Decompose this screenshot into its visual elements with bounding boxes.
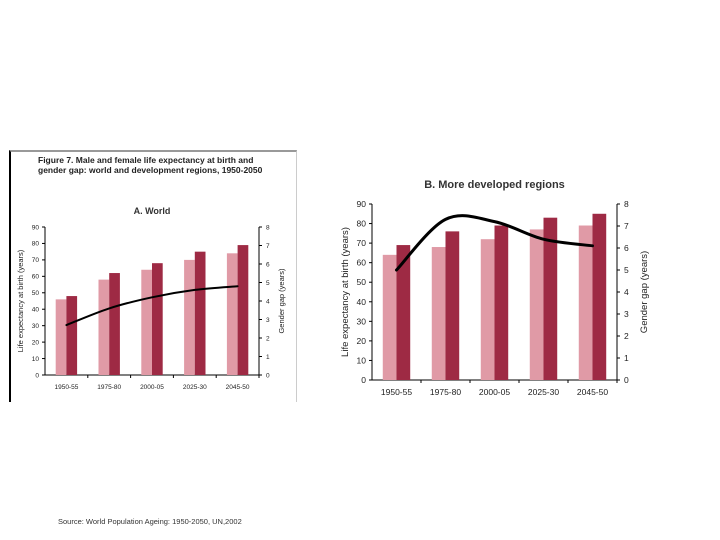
y2-axis-label: Gender gap (years) — [277, 268, 286, 334]
x-tick-label: 2025-30 — [183, 384, 207, 391]
bar-male — [592, 213, 607, 380]
bar-female — [184, 259, 195, 375]
bar-male — [237, 245, 249, 375]
y2-tick-label: 1 — [624, 353, 629, 363]
y2-tick-label: 3 — [624, 309, 629, 319]
x-tick-label: 2025-30 — [528, 387, 559, 397]
bar-male — [543, 217, 558, 380]
figure-title: Figure 7. Male and female life expectanc… — [38, 155, 288, 175]
y2-tick-label: 2 — [624, 331, 629, 341]
x-tick-label: 1975-80 — [430, 387, 461, 397]
y-tick-label: 60 — [32, 274, 40, 281]
y2-tick-label: 3 — [266, 317, 270, 324]
bar-female — [529, 229, 544, 380]
y-tick-label: 60 — [357, 258, 367, 268]
y2-tick-label: 0 — [266, 372, 270, 379]
y-tick-label: 10 — [32, 356, 40, 363]
bar-male — [66, 296, 78, 375]
gender-gap-line — [65, 285, 239, 327]
x-tick-label: 2000-05 — [140, 384, 164, 391]
y-tick-label: 50 — [32, 290, 40, 297]
y-tick-label: 10 — [357, 355, 367, 365]
bar-male — [109, 273, 120, 375]
y-axis-label: Life expectancy at birth (years) — [340, 227, 351, 357]
bar-female — [382, 254, 397, 380]
y-tick-label: 90 — [357, 199, 367, 209]
x-tick-label: 2000-05 — [479, 387, 510, 397]
gender-gap-line — [395, 214, 594, 272]
x-tick-label: 1975-80 — [97, 384, 121, 391]
x-tick-label: 1950-55 — [54, 384, 78, 391]
y2-tick-label: 7 — [624, 221, 629, 231]
y2-tick-label: 1 — [266, 354, 270, 361]
y-axis-label: Life expectancy at birth (years) — [16, 249, 25, 352]
y-tick-label: 0 — [361, 375, 366, 385]
y-tick-label: 90 — [32, 224, 40, 231]
y-tick-label: 0 — [35, 372, 39, 379]
x-tick-label: 2045-50 — [577, 387, 608, 397]
bar-male — [152, 263, 163, 375]
y-tick-label: 30 — [32, 323, 40, 330]
source-note: Source: World Population Ageing: 1950-20… — [58, 517, 242, 526]
y2-tick-label: 4 — [624, 287, 629, 297]
y-tick-label: 20 — [32, 339, 40, 346]
y2-tick-label: 8 — [266, 224, 270, 231]
bar-male — [494, 225, 509, 380]
y-tick-label: 50 — [357, 277, 367, 287]
y2-tick-label: 4 — [266, 298, 270, 305]
y2-axis-label: Gender gap (years) — [639, 251, 650, 333]
bar-female — [55, 299, 67, 375]
y2-tick-label: 5 — [624, 265, 629, 275]
bar-female — [141, 269, 152, 375]
x-tick-label: 2045-50 — [226, 384, 250, 391]
figure-title-line-2: gender gap: world and development region… — [38, 165, 263, 175]
y2-tick-label: 6 — [624, 243, 629, 253]
y-tick-label: 70 — [32, 257, 40, 264]
y2-tick-label: 8 — [624, 199, 629, 209]
bar-female — [226, 253, 238, 375]
chart-title: A. World — [134, 206, 171, 216]
y-tick-label: 80 — [357, 219, 367, 229]
bar-male — [194, 251, 206, 375]
y2-tick-label: 5 — [266, 280, 270, 287]
bar-female — [98, 279, 110, 375]
bar-male — [396, 245, 411, 380]
chart-title: B. More developed regions — [424, 179, 565, 191]
y-tick-label: 20 — [357, 336, 367, 346]
bar-female — [431, 247, 446, 380]
bar-female — [480, 239, 495, 380]
bar-female — [578, 225, 593, 380]
y-tick-label: 40 — [32, 306, 40, 313]
x-tick-label: 1950-55 — [381, 387, 412, 397]
bar-male — [445, 231, 460, 380]
y2-tick-label: 7 — [266, 243, 270, 250]
y2-tick-label: 2 — [266, 335, 270, 342]
y2-tick-label: 6 — [266, 261, 270, 268]
y-tick-label: 30 — [357, 316, 367, 326]
y2-tick-label: 0 — [624, 375, 629, 385]
y-tick-label: 80 — [32, 241, 40, 248]
y-tick-label: 70 — [357, 238, 367, 248]
figure-title-line-1: Figure 7. Male and female life expectanc… — [38, 155, 254, 165]
y-tick-label: 40 — [357, 297, 367, 307]
